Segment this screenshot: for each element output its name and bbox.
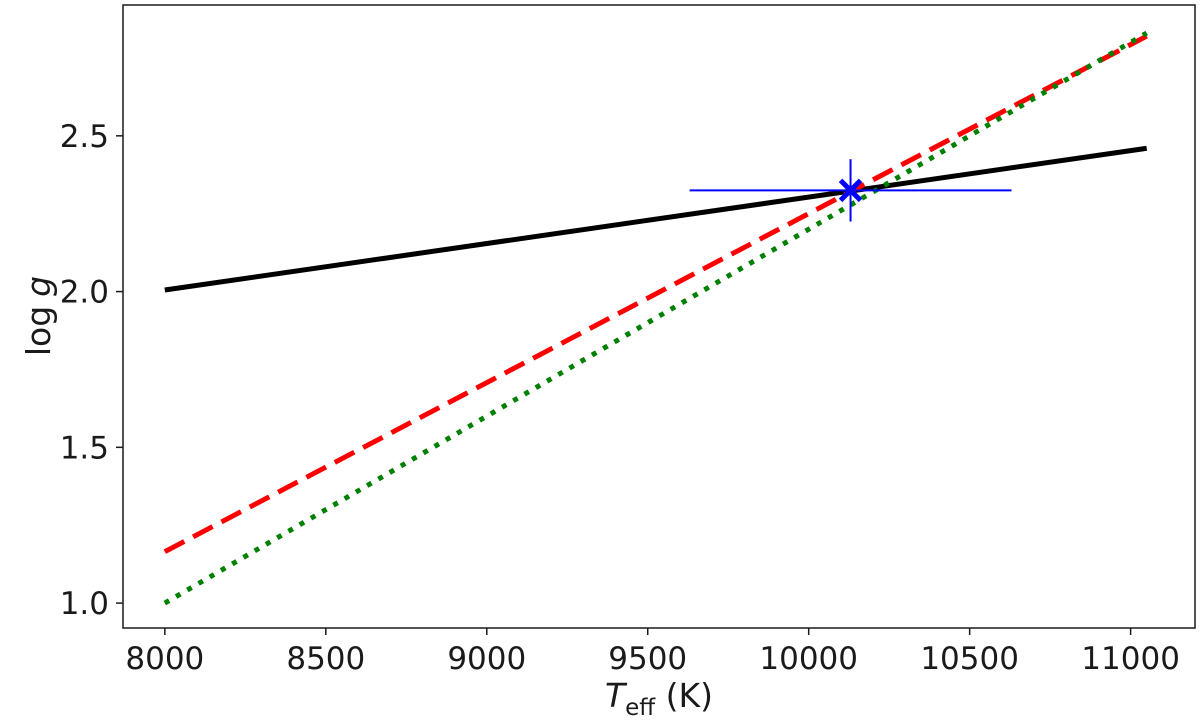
- x-tick-label: 11000: [1081, 641, 1180, 677]
- y-axis-label: logg: [19, 276, 58, 356]
- x-marker: [838, 178, 863, 203]
- y-axis-ticks: 1.0 1.5 2.0 2.5: [60, 119, 123, 622]
- plot-frame: [122, 4, 1196, 629]
- x-tick-label: 9500: [608, 641, 687, 677]
- marker-layer: [689, 159, 1012, 222]
- x-axis-ticks: 8000 8500 9000 9500 10000 10500 11000: [125, 628, 1180, 677]
- x-tick-label: 10000: [759, 641, 858, 677]
- series-line-solid: [164, 145, 1148, 293]
- x-tick-label: 8000: [125, 641, 204, 677]
- x-tick-label: 8500: [286, 641, 365, 677]
- x-tick-label: 9000: [447, 641, 526, 677]
- y-tick-label: 2.5: [60, 119, 109, 155]
- x-tick-label: 10500: [920, 641, 1019, 677]
- y-tick-label: 1.5: [60, 430, 109, 466]
- x-axis-label: Teff (K): [605, 676, 713, 721]
- series-line-dotted: [163, 30, 1148, 606]
- series-line-dashed: [163, 33, 1148, 554]
- y-tick-label: 1.0: [60, 586, 109, 622]
- y-tick-label: 2.0: [60, 275, 109, 311]
- series-layer: [163, 30, 1148, 606]
